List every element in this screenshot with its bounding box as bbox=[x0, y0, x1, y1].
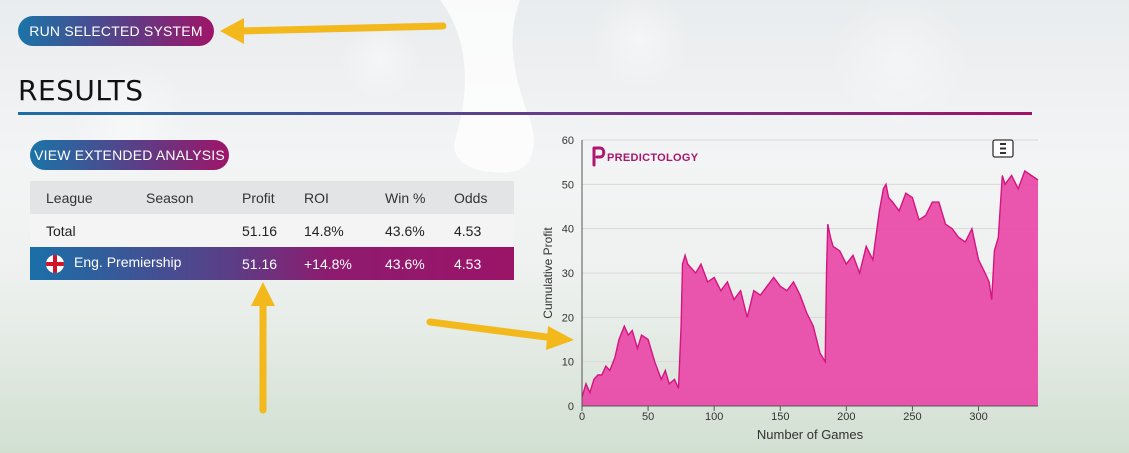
run-selected-system-button[interactable]: RUN SELECTED SYSTEM bbox=[18, 16, 214, 46]
chart-area bbox=[581, 169, 1039, 406]
total-win: 43.6% bbox=[385, 222, 425, 239]
total-row: Total 51.16 14.8% 43.6% 4.53 bbox=[30, 214, 514, 247]
column-header-league[interactable]: League bbox=[46, 189, 93, 206]
y-tick-label: 0 bbox=[568, 401, 574, 413]
chart-svg: 0 10 20 30 40 50 60 0 50 100 150 200 250 300 PREDICTO… bbox=[541, 135, 1039, 442]
chart-axes: 0 10 20 30 40 50 60 0 50 100 150 200 250 300 bbox=[562, 135, 1038, 423]
league-win: 43.6% bbox=[385, 255, 425, 272]
view-extended-analysis-button[interactable]: VIEW EXTENDED ANALYSIS bbox=[30, 140, 229, 170]
total-odds: 4.53 bbox=[454, 222, 482, 239]
results-title: RESULTS bbox=[18, 74, 144, 107]
x-tick-label: 150 bbox=[771, 411, 789, 423]
profit-area bbox=[582, 171, 1038, 406]
table-row[interactable]: Eng. Premiership 51.16 +14.8% 43.6% 4.53 bbox=[30, 247, 514, 280]
total-roi: 14.8% bbox=[304, 222, 344, 239]
y-tick-label: 20 bbox=[562, 312, 574, 324]
column-header-season[interactable]: Season bbox=[146, 189, 194, 206]
league-name: Eng. Premiership bbox=[74, 254, 182, 271]
x-tick-label: 50 bbox=[642, 411, 654, 423]
column-header-win[interactable]: Win % bbox=[385, 189, 426, 206]
title-divider bbox=[18, 112, 1032, 115]
profit-line bbox=[581, 169, 1039, 398]
y-tick-label: 10 bbox=[562, 357, 574, 369]
annotation-arrow-table bbox=[251, 282, 275, 414]
column-header-roi[interactable]: ROI bbox=[304, 189, 329, 206]
y-tick-label: 50 bbox=[562, 179, 574, 191]
league-roi: +14.8% bbox=[304, 255, 352, 272]
x-tick-label: 300 bbox=[969, 411, 987, 423]
x-axis-label: Number of Games bbox=[757, 427, 864, 442]
league-profit: 51.16 bbox=[242, 255, 278, 272]
england-flag-icon bbox=[46, 254, 64, 273]
annotation-arrow-run-button bbox=[220, 18, 447, 44]
y-axis-label: Cumulative Profit bbox=[541, 227, 555, 319]
total-label: Total bbox=[46, 222, 76, 239]
total-season bbox=[146, 214, 242, 247]
column-header-odds[interactable]: Odds bbox=[454, 189, 488, 206]
predictology-logo: PREDICTOLOGY bbox=[592, 146, 699, 167]
results-table: League Season Profit ROI Win % Odds Tota… bbox=[30, 181, 514, 280]
hamburger-menu-icon[interactable] bbox=[992, 139, 1014, 158]
cumulative-profit-chart: 0 10 20 30 40 50 60 0 50 100 150 200 250 300 PREDICTO… bbox=[530, 128, 1050, 446]
chart-brand-label: PREDICTOLOGY bbox=[607, 152, 699, 164]
y-tick-label: 40 bbox=[562, 224, 574, 236]
table-header-row: League Season Profit ROI Win % Odds bbox=[30, 181, 514, 214]
y-tick-label: 30 bbox=[562, 268, 574, 280]
x-tick-label: 100 bbox=[705, 411, 723, 423]
league-odds: 4.53 bbox=[454, 255, 482, 272]
x-tick-label: 200 bbox=[837, 411, 855, 423]
x-tick-label: 250 bbox=[903, 411, 921, 423]
y-tick-label: 60 bbox=[562, 135, 574, 147]
x-tick-label: 0 bbox=[579, 411, 585, 423]
total-profit: 51.16 bbox=[242, 222, 278, 239]
column-header-profit[interactable]: Profit bbox=[242, 189, 275, 206]
